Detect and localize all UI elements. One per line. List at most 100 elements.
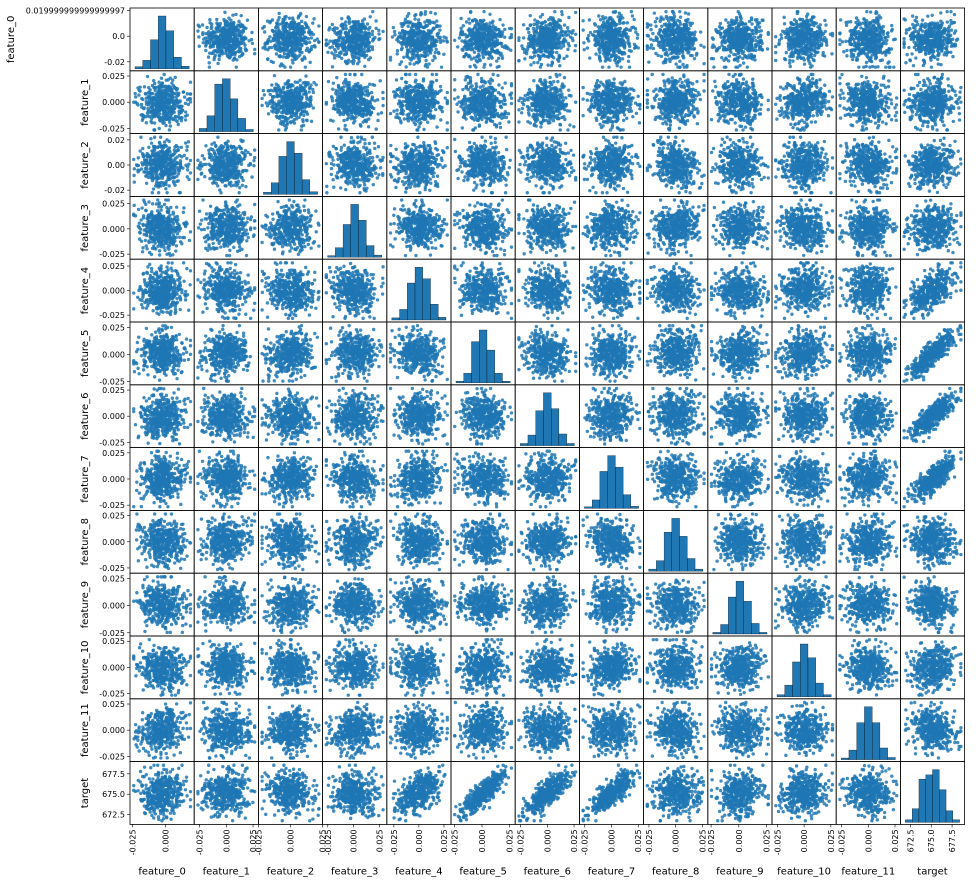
scatter-point [201, 23, 204, 26]
scatter-point [305, 41, 308, 44]
scatter-point [437, 52, 440, 55]
scatter-point [206, 39, 209, 42]
scatter-point [240, 14, 243, 17]
scatter-point [435, 19, 438, 22]
scatter-point [289, 65, 292, 68]
scatter-point [340, 57, 343, 60]
scatter-point [305, 15, 308, 18]
scatter-point [234, 13, 237, 16]
scatter-point [414, 48, 417, 51]
scatter-point [358, 25, 361, 28]
scatter-point [340, 17, 343, 20]
scatter-point [442, 35, 445, 38]
scatter-point [338, 36, 341, 39]
scatter-point [279, 50, 282, 53]
scatter-point [282, 55, 285, 58]
scatter-point [347, 43, 350, 46]
scatter-point [221, 36, 224, 39]
scatter-point [347, 15, 350, 18]
scatter-point [300, 51, 303, 54]
scatter-point [440, 65, 443, 68]
scatter-point [350, 49, 353, 52]
scatter-point [415, 61, 418, 64]
scatter-point [399, 35, 402, 38]
scatter-point [445, 39, 448, 42]
scatter-point [217, 58, 220, 61]
scatter-point [374, 27, 377, 30]
scatter-point [196, 29, 199, 32]
scatter-point [307, 37, 310, 40]
scatter-point [363, 47, 366, 50]
scatter-point [208, 21, 211, 24]
scatter-point [369, 15, 372, 18]
scatter-point [279, 31, 282, 34]
scatter-point [432, 27, 435, 30]
scatter-point [234, 44, 237, 47]
scatter-point [201, 31, 204, 34]
scatter-point [310, 48, 313, 51]
scatter-point [434, 48, 437, 51]
scatter-point [371, 48, 374, 51]
scatter-point [288, 27, 291, 30]
scatter-point [236, 29, 239, 32]
scatter-point [361, 19, 364, 22]
scatter-point [281, 64, 284, 67]
scatter-point [204, 44, 207, 47]
scatter-point [352, 39, 355, 42]
scatter-point [364, 26, 367, 29]
scatter-point [371, 39, 374, 42]
scatter-point [215, 18, 218, 21]
scatter-point [298, 40, 301, 43]
scatter-point [389, 56, 392, 59]
hist-bar [135, 67, 143, 69]
scatter-point [216, 22, 219, 25]
scatter-point [268, 21, 271, 24]
scatter-point [227, 16, 230, 19]
scatter-point [291, 50, 294, 53]
scatter-point [400, 60, 403, 63]
scatter-point [310, 36, 313, 39]
scatter-point [317, 24, 320, 27]
scatter-point [214, 54, 217, 57]
scatter-point [261, 46, 264, 49]
scatter-point [425, 50, 428, 53]
scatter-point [439, 38, 442, 41]
scatter-point [442, 53, 445, 56]
scatter-point [397, 40, 400, 43]
scatter-point [346, 32, 349, 35]
scatter-point [291, 16, 294, 19]
scatter-point [415, 39, 418, 42]
scatter-point [268, 35, 271, 38]
scatter-point [226, 47, 229, 50]
scatter-point [232, 36, 235, 39]
scatter-point [295, 57, 298, 60]
scatter-point [224, 33, 227, 36]
scatter-point [377, 32, 380, 35]
scatter-point [232, 21, 235, 24]
scatter-point [205, 26, 208, 29]
scatter-point [402, 56, 405, 59]
scatter-point [294, 33, 297, 36]
scatter-point [214, 49, 217, 52]
scatter-point [350, 28, 353, 31]
hist-bar [174, 57, 182, 69]
hist-bar [181, 66, 189, 69]
scatter-point [406, 25, 409, 28]
scatter-point [331, 45, 334, 48]
scatter-point [331, 23, 334, 26]
scatter-point [424, 64, 427, 67]
scatter-point [402, 22, 405, 25]
scatter-point [300, 25, 303, 28]
scatter-point [425, 46, 428, 49]
scatter-point [333, 48, 336, 51]
scatter-point [359, 46, 362, 49]
scatter-point [353, 26, 356, 29]
scatter-point [420, 54, 423, 57]
scatter-point [261, 26, 264, 29]
scatter-point [419, 31, 422, 34]
scatter-point [361, 23, 364, 26]
scatter-point [250, 31, 253, 34]
scatter-point [278, 41, 281, 44]
scatter-point [263, 30, 266, 33]
scatter-point [291, 33, 294, 36]
